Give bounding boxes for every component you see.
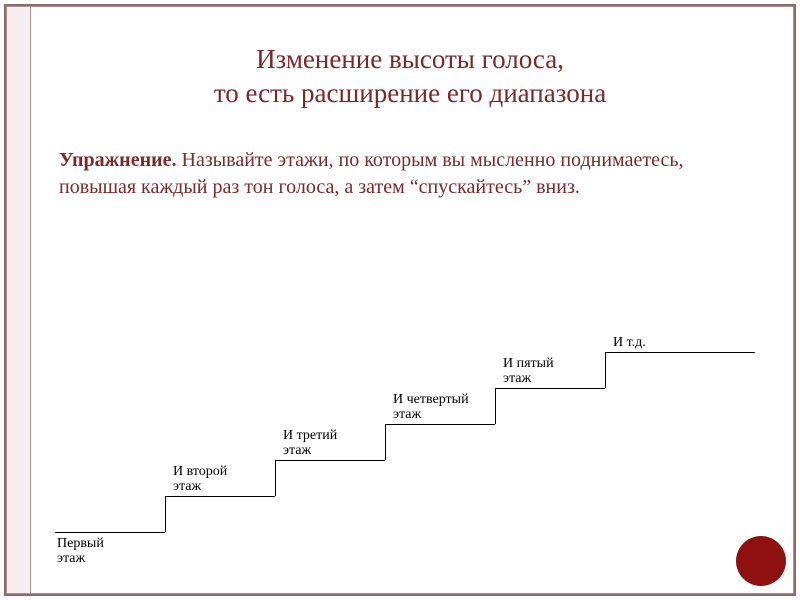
stair-label: Первый этаж <box>57 536 104 567</box>
stair-label: И четвертый этаж <box>393 392 469 423</box>
stair-label: И пятый этаж <box>503 356 554 387</box>
stair-riser <box>605 352 606 388</box>
stair-tread <box>55 532 165 533</box>
stair-tread <box>605 352 755 353</box>
paragraph-bold: Упражнение. <box>59 149 177 171</box>
decorative-circle <box>736 536 786 586</box>
title-line-1: Изменение высоты голоса, <box>256 44 564 74</box>
stair-riser <box>165 496 166 532</box>
exercise-paragraph: Упражнение. Называйте этажи, по которым … <box>59 147 755 201</box>
slide-title: Изменение высоты голоса, то есть расшире… <box>45 43 775 111</box>
stair-tread <box>165 496 275 497</box>
stair-tread <box>385 424 495 425</box>
stairs-diagram: Первый этажИ второй этажИ третий этажИ ч… <box>55 252 765 532</box>
stair-riser <box>495 388 496 424</box>
slide-content: Изменение высоты голоса, то есть расшире… <box>45 25 775 580</box>
stair-riser <box>385 424 386 460</box>
title-line-2: то есть расширение его диапазона <box>214 78 606 108</box>
stair-tread <box>275 460 385 461</box>
stair-riser <box>275 460 276 496</box>
stair-label: И второй этаж <box>173 464 227 495</box>
left-accent-bar <box>7 7 31 593</box>
stair-label: И т.д. <box>613 335 646 350</box>
stair-label: И третий этаж <box>283 428 337 459</box>
stair-tread <box>495 388 605 389</box>
